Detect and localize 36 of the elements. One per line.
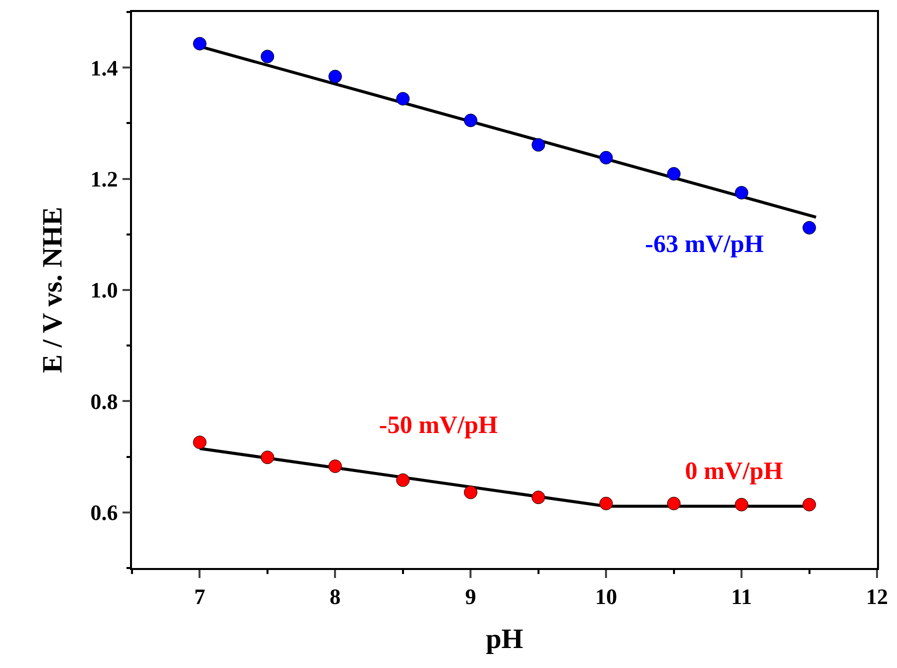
point bbox=[328, 70, 342, 84]
annotation: -63 mV/pH bbox=[645, 231, 764, 258]
point bbox=[464, 114, 478, 128]
annotation: 0 mV/pH bbox=[685, 458, 784, 485]
point bbox=[192, 436, 206, 450]
point bbox=[532, 138, 546, 152]
point bbox=[667, 496, 681, 510]
point bbox=[802, 220, 816, 234]
x-tick-label: 11 bbox=[731, 584, 752, 610]
y-tick-label: 0.8 bbox=[90, 388, 118, 414]
point bbox=[192, 36, 206, 50]
point bbox=[532, 490, 546, 504]
x-tick-label: 9 bbox=[465, 584, 476, 610]
point bbox=[260, 50, 274, 64]
point bbox=[667, 167, 681, 181]
x-tick-label: 10 bbox=[595, 584, 618, 610]
point bbox=[802, 498, 816, 512]
y-tick-label: 1.4 bbox=[90, 55, 118, 80]
annotation: -50 mV/pH bbox=[379, 412, 498, 439]
point bbox=[396, 92, 410, 106]
y-tick-label: 1.2 bbox=[90, 166, 118, 192]
y-tick-label: 0.6 bbox=[90, 500, 118, 526]
point bbox=[328, 460, 342, 473]
y-tick-label: 1.0 bbox=[90, 278, 118, 303]
point bbox=[260, 450, 274, 464]
x-tick-label: 12 bbox=[866, 584, 888, 610]
point bbox=[734, 498, 748, 512]
point bbox=[396, 473, 410, 487]
point bbox=[599, 150, 613, 164]
x-tick-label: 7 bbox=[194, 584, 206, 610]
point bbox=[464, 486, 478, 500]
x-axis-title: pH bbox=[486, 624, 524, 655]
y-axis-title: E / V vs. NHE bbox=[38, 206, 69, 374]
point bbox=[599, 496, 613, 510]
x-tick-label: 8 bbox=[330, 584, 341, 610]
point bbox=[734, 186, 748, 200]
